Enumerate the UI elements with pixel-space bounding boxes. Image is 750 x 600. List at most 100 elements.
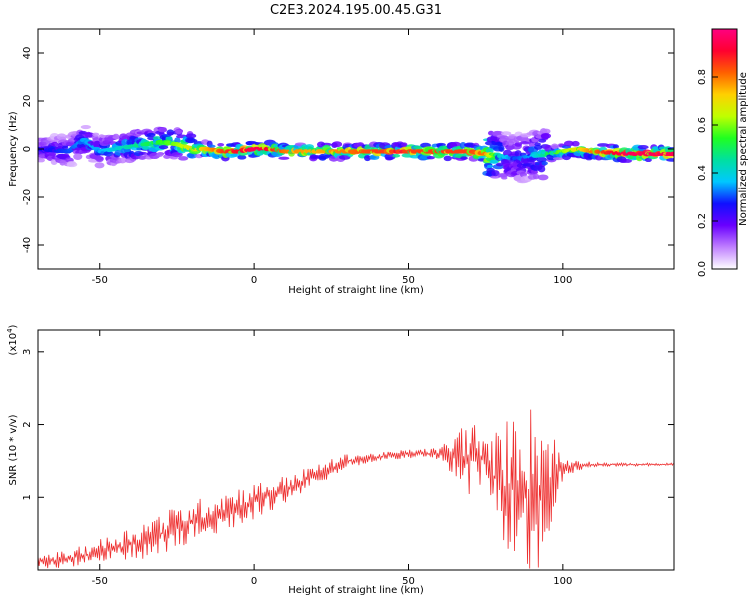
heatmap-cell — [66, 161, 78, 168]
heatmap-cell — [82, 133, 94, 137]
heatmap-x-tick-label: 0 — [251, 275, 257, 286]
heatmap-cell — [158, 127, 168, 133]
snr-y-tick-label: 2 — [22, 421, 33, 427]
heatmap-cell — [92, 132, 100, 137]
heatmap-cell — [492, 130, 504, 136]
heatmap-y-axis-label: Frequency (Hz) — [8, 111, 19, 187]
heatmap-cell — [528, 142, 536, 147]
heatmap-cell — [498, 145, 505, 152]
snr-line — [38, 409, 674, 569]
heatmap-y-tick-label: 40 — [22, 47, 33, 60]
heatmap-cell — [237, 155, 247, 160]
colorbar-gradient — [711, 28, 738, 270]
heatmap-ridge-cell — [669, 151, 674, 156]
heatmap-cell — [533, 144, 543, 150]
heatmap-panel: -50 0 50 100 -40 -20 0 20 40 Height of straight … — [8, 28, 675, 296]
heatmap-cell — [167, 131, 175, 136]
heatmap-cell — [185, 133, 197, 139]
snr-x-tick-label: 100 — [553, 576, 572, 587]
heatmap-cell — [401, 142, 408, 147]
snr-y-tick-label: 1 — [22, 494, 33, 500]
heatmap-cell — [538, 138, 547, 143]
heatmap-cell — [666, 158, 674, 162]
heatmap-marks — [38, 124, 674, 184]
heatmap-cell — [552, 157, 564, 161]
heatmap-cell — [542, 128, 551, 134]
heatmap-cell — [185, 138, 198, 143]
heatmap-cell — [118, 157, 127, 164]
heatmap-cell — [137, 155, 147, 160]
colorbar: 0.0 0.2 0.4 0.6 0.8 Normalized spectral ampl… — [697, 28, 749, 277]
snr-ticks: -50 0 50 100 1 2 3 — [22, 330, 674, 587]
heatmap-cell — [94, 155, 104, 161]
heatmap-cell — [38, 158, 45, 163]
heatmap-cell — [514, 150, 522, 157]
colorbar-tick-label: 0.4 — [697, 165, 708, 181]
heatmap-y-tick-label: -20 — [22, 189, 33, 205]
heatmap-y-tick-label: 0 — [22, 146, 33, 152]
heatmap-cell — [51, 141, 59, 147]
heatmap-cell — [501, 176, 508, 180]
heatmap-cell — [78, 130, 88, 135]
heatmap-cell — [489, 159, 499, 164]
snr-frame — [37, 329, 675, 571]
heatmap-cell — [637, 144, 649, 150]
snr-y-tick-label: 3 — [22, 349, 33, 355]
colorbar-tick-label: 0.2 — [697, 213, 708, 229]
heatmap-cell — [178, 156, 189, 161]
heatmap-cell — [175, 129, 183, 135]
heatmap-cell — [392, 153, 401, 158]
heatmap-cell — [537, 174, 549, 181]
heatmap-cell — [621, 158, 633, 163]
chart-title: C2E3.2024.195.00.45.G31 — [270, 3, 442, 18]
heatmap-cell — [146, 132, 156, 137]
snr-x-tick-label: -50 — [92, 576, 108, 587]
heatmap-cell — [103, 151, 114, 157]
heatmap-cell — [514, 142, 523, 147]
heatmap-y-tick-label: 20 — [22, 95, 33, 108]
heatmap-cell — [174, 137, 181, 144]
colorbar-tick-label: 0.0 — [697, 261, 708, 277]
heatmap-cell — [73, 153, 83, 160]
snr-y-multiplier: (x104) — [6, 324, 19, 355]
heatmap-cell — [217, 143, 225, 147]
heatmap-cell — [540, 132, 552, 139]
heatmap-ticks: -50 0 50 100 -40 -20 0 20 40 — [22, 29, 674, 286]
heatmap-cell — [94, 162, 105, 169]
heatmap-cell — [443, 155, 452, 162]
heatmap-cell — [459, 142, 467, 149]
heatmap-cell — [80, 124, 91, 130]
heatmap-x-tick-label: 100 — [553, 275, 572, 286]
heatmap-cell — [171, 151, 183, 158]
heatmap-cell — [537, 165, 546, 173]
heatmap-cell — [495, 162, 504, 167]
heatmap-cell — [571, 140, 580, 147]
heatmap-cell — [497, 141, 504, 147]
colorbar-tick-label: 0.8 — [697, 69, 708, 85]
heatmap-cell — [158, 145, 169, 150]
heatmap-cell — [486, 164, 494, 168]
heatmap-x-tick-label: -50 — [92, 275, 108, 286]
heatmap-x-tick-label: 50 — [402, 275, 415, 286]
heatmap-cell — [331, 141, 343, 148]
snr-y-axis-label: SNR (10 * v/v) — [8, 414, 19, 485]
heatmap-cell — [532, 173, 540, 180]
colorbar-label: Normalized spectral amplitude — [738, 72, 749, 226]
heatmap-cell — [338, 154, 351, 160]
heatmap-cell — [62, 153, 70, 158]
heatmap-cell — [460, 156, 468, 160]
snr-panel: -50 0 50 100 1 2 3 Height of straight line (km… — [6, 324, 675, 596]
heatmap-cell — [541, 161, 548, 166]
heatmap-cell — [508, 135, 516, 140]
colorbar-tick-label: 0.6 — [697, 117, 708, 133]
heatmap-cell — [278, 156, 290, 160]
heatmap-x-axis-label: Height of straight line (km) — [288, 285, 424, 296]
heatmap-cell — [142, 146, 150, 150]
heatmap-cell — [165, 135, 173, 141]
heatmap-cell — [490, 175, 501, 179]
heatmap-cell — [563, 140, 575, 147]
snr-x-axis-label: Height of straight line (km) — [288, 585, 424, 596]
heatmap-cell — [491, 170, 500, 177]
heatmap-cell — [500, 131, 512, 136]
colorbar-ticks: 0.0 0.2 0.4 0.6 0.8 — [697, 69, 718, 277]
